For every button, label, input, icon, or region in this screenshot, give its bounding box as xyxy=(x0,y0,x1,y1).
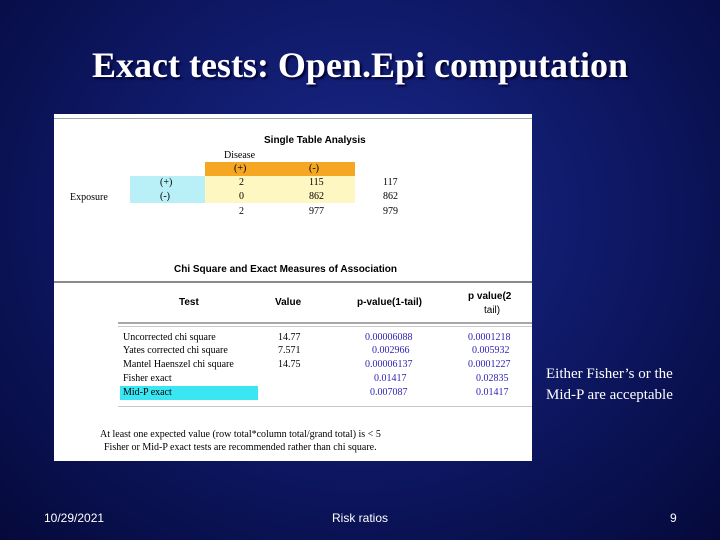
test-row1-p2: 0.0001218 xyxy=(468,332,511,343)
row2-label: (-) xyxy=(160,191,170,202)
test-row1-name: Uncorrected chi square xyxy=(123,332,216,343)
test-row5-name: Mid-P exact xyxy=(123,387,172,398)
header-p2-line2: tail) xyxy=(484,305,501,316)
header-p1: p-value(1-tail) xyxy=(357,297,423,308)
exposure-pos-cell xyxy=(130,176,205,189)
row1-label: (+) xyxy=(160,177,173,188)
test-row3-p2: 0.0001227 xyxy=(468,359,511,370)
row1-a: 2 xyxy=(239,177,244,188)
row1-total: 117 xyxy=(383,177,398,188)
chi-title: Chi Square and Exact Measures of Associa… xyxy=(174,264,398,275)
single-table-title: Single Table Analysis xyxy=(264,135,366,146)
test-row2-p2: 0.005932 xyxy=(472,345,510,356)
test-row1-p1: 0.00006088 xyxy=(365,332,413,343)
test-row4-name: Fisher exact xyxy=(123,373,172,384)
exposure-neg-cell xyxy=(130,189,205,203)
test-row4-p1: 0.01417 xyxy=(374,373,407,384)
test-row2-p1: 0.002966 xyxy=(372,345,410,356)
table-bottom-divider xyxy=(118,406,532,407)
test-row3-p1: 0.00006137 xyxy=(365,359,413,370)
note-line-1: Either Fisher’s or the xyxy=(546,366,673,382)
row2-b: 862 xyxy=(309,191,324,202)
test-row2-value: 7.571 xyxy=(278,345,301,356)
test-row5-p1: 0.007087 xyxy=(370,387,408,398)
disease-pos-label: (+) xyxy=(234,163,247,174)
top-divider xyxy=(54,118,532,119)
note-line-2: Mid-P are acceptable xyxy=(546,387,673,403)
disease-pos-header xyxy=(205,162,281,176)
disease-label: Disease xyxy=(224,150,256,161)
header-test: Test xyxy=(179,297,199,308)
test-row4-p2: 0.02835 xyxy=(476,373,509,384)
test-row1-value: 14.77 xyxy=(278,332,301,343)
test-row5-p2: 0.01417 xyxy=(476,387,509,398)
slide-title: Exact tests: Open.Epi computation xyxy=(91,45,628,85)
exposure-label: Exposure xyxy=(70,192,108,203)
row2-total: 862 xyxy=(383,191,398,202)
disease-neg-header xyxy=(281,162,355,176)
header-value: Value xyxy=(275,297,302,308)
acceptable-note: Either Fisher’s or the Mid-P are accepta… xyxy=(546,364,673,406)
header-p2-line1: p value(2 xyxy=(468,291,512,302)
chi-divider xyxy=(54,281,532,283)
header-divider-2 xyxy=(118,326,532,327)
header-divider xyxy=(118,322,532,324)
row3-a: 2 xyxy=(239,206,244,217)
row3-b: 977 xyxy=(309,206,324,217)
test-row3-name: Mantel Haenszel chi square xyxy=(123,359,234,370)
data-cells xyxy=(205,176,355,203)
row3-total: 979 xyxy=(383,206,398,217)
test-row2-name: Yates corrected chi square xyxy=(123,345,228,356)
midp-highlight xyxy=(120,386,258,400)
footer-title: Risk ratios xyxy=(332,511,389,525)
test-row3-value: 14.75 xyxy=(278,359,301,370)
disease-neg-label: (-) xyxy=(309,163,319,174)
footer-date: 10/29/2021 xyxy=(44,511,105,525)
footnote-1: At least one expected value (row total*c… xyxy=(100,429,381,440)
row1-b: 115 xyxy=(309,177,324,188)
page-number: 9 xyxy=(670,511,677,525)
footnote-2: Fisher or Mid-P exact tests are recommen… xyxy=(104,442,377,453)
row2-a: 0 xyxy=(239,191,244,202)
openepi-screenshot: Single Table Analysis Disease (+) (-) Ex… xyxy=(54,114,532,461)
